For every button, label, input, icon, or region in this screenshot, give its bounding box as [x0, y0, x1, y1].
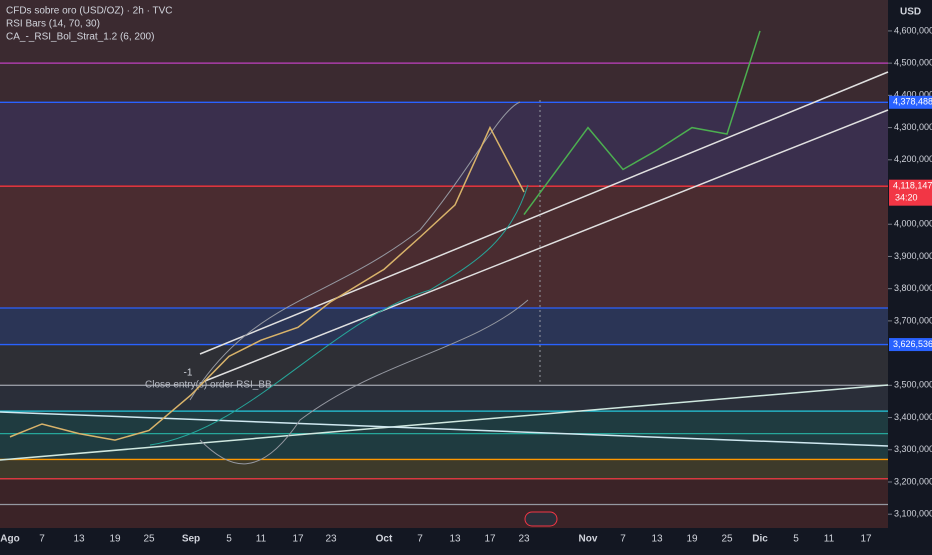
series-line — [9, 125, 525, 441]
x-tick-label: 17 — [860, 534, 872, 545]
x-tick-label: 7 — [620, 534, 626, 545]
annotation: -1 — [184, 368, 193, 379]
indicator: RSI Bars (14, 70, 30) — [6, 19, 100, 30]
zone — [0, 308, 888, 345]
y-tick-label: 3,300,000 — [894, 444, 932, 454]
x-tick-label: 7 — [417, 534, 423, 545]
y-tick-label: 3,700,000 — [894, 315, 932, 325]
x-tick-label: 13 — [73, 534, 85, 545]
x-tick-label: Nov — [579, 534, 598, 545]
price-badge — [889, 95, 932, 109]
moving-average — [149, 184, 529, 446]
y-tick-label: 3,900,000 — [894, 251, 932, 261]
y-tick-label: 4,600,000 — [894, 25, 932, 35]
layers — [0, 62, 888, 506]
x-tick-label: 17 — [292, 534, 304, 545]
price-badge — [889, 338, 932, 352]
trend-line — [204, 109, 889, 382]
trend-line — [199, 71, 889, 355]
zone — [0, 385, 888, 410]
trend-line — [0, 384, 889, 461]
y-tick-label: 4,500,000 — [894, 58, 932, 68]
event-icon[interactable] — [524, 511, 558, 527]
x-tick-label: 13 — [449, 534, 461, 545]
x-tick-label: 25 — [721, 534, 733, 545]
y-tick-label: 3,400,000 — [894, 412, 932, 422]
y-tick-label: 3,100,000 — [894, 509, 932, 519]
x-tick-label: 17 — [484, 534, 496, 545]
x-tick-label: 5 — [793, 534, 799, 545]
zone — [0, 102, 888, 185]
y-tick-label: 3,200,000 — [894, 476, 932, 486]
series-line — [523, 30, 761, 216]
chart-title: CFDs sobre oro (USD/OZ) · 2h · TVC — [6, 6, 173, 17]
time-axis-bg — [0, 528, 888, 550]
zone — [0, 185, 888, 308]
trend-line — [0, 411, 889, 447]
x-tick-label: 19 — [109, 534, 121, 545]
x-tick-label: Dic — [752, 534, 768, 545]
x-tick-label: 13 — [651, 534, 663, 545]
x-tick-label: 11 — [824, 534, 835, 545]
x-tick-label: Oct — [376, 534, 393, 545]
x-tick-label: Ago — [0, 534, 19, 545]
x-tick-label: 19 — [686, 534, 698, 545]
x-tick-label: 7 — [39, 534, 45, 545]
y-tick-label: 4,300,000 — [894, 122, 932, 132]
price-badge-label: 4,378,488 — [893, 97, 932, 107]
price-axis-bg — [888, 0, 932, 550]
x-tick-label: 23 — [518, 534, 530, 545]
price-badge — [889, 179, 932, 206]
x-tick-label: 25 — [143, 534, 155, 545]
y-tick-label: 4,000,000 — [894, 219, 932, 229]
axis-unit: USD — [900, 7, 921, 18]
countdown: 34:20 — [895, 193, 918, 203]
y-tick-label: 4,400,000 — [894, 90, 932, 100]
price-badge-label: 3,626,536 — [893, 339, 932, 349]
x-tick-label: Sep — [182, 534, 200, 545]
zone — [0, 460, 888, 480]
bollinger — [189, 101, 529, 465]
price-badge-label: 4,118,147 — [893, 181, 932, 191]
x-tick-label: 11 — [256, 534, 267, 545]
annotation: Close entry(s) order RSI_BB — [145, 380, 272, 391]
y-tick-label: 4,200,000 — [894, 154, 932, 164]
y-tick-label: 3,500,000 — [894, 380, 932, 390]
y-tick-label: 3,800,000 — [894, 283, 932, 293]
indicator: CA_-_RSI_Bol_Strat_1.2 (6, 200) — [6, 32, 154, 43]
x-tick-label: 23 — [325, 534, 337, 545]
zone — [0, 345, 888, 385]
x-tick-label: 5 — [226, 534, 232, 545]
